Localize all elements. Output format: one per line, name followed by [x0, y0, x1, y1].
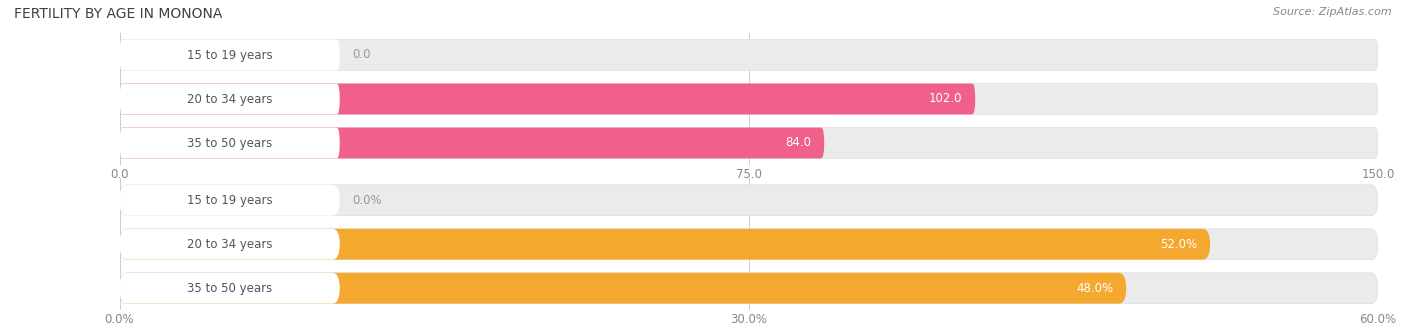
Text: 35 to 50 years: 35 to 50 years	[187, 137, 273, 149]
Text: 20 to 34 years: 20 to 34 years	[187, 238, 273, 251]
Text: 15 to 19 years: 15 to 19 years	[187, 194, 273, 207]
FancyBboxPatch shape	[120, 185, 340, 215]
Text: 15 to 19 years: 15 to 19 years	[187, 49, 273, 61]
Text: FERTILITY BY AGE IN MONONA: FERTILITY BY AGE IN MONONA	[14, 7, 222, 20]
Text: 48.0%: 48.0%	[1077, 282, 1114, 295]
FancyBboxPatch shape	[120, 229, 340, 260]
Text: 84.0: 84.0	[786, 137, 811, 149]
FancyBboxPatch shape	[120, 273, 1378, 304]
Text: 35 to 50 years: 35 to 50 years	[187, 282, 273, 295]
FancyBboxPatch shape	[120, 273, 340, 304]
FancyBboxPatch shape	[120, 83, 340, 115]
FancyBboxPatch shape	[120, 83, 1378, 115]
Text: 20 to 34 years: 20 to 34 years	[187, 92, 273, 106]
FancyBboxPatch shape	[120, 83, 976, 115]
FancyBboxPatch shape	[120, 229, 1211, 260]
FancyBboxPatch shape	[120, 40, 1378, 70]
FancyBboxPatch shape	[120, 128, 824, 158]
Text: 0.0%: 0.0%	[353, 194, 382, 207]
Text: 0.0: 0.0	[353, 49, 371, 61]
Text: Source: ZipAtlas.com: Source: ZipAtlas.com	[1274, 7, 1392, 16]
FancyBboxPatch shape	[120, 229, 1378, 260]
Text: 52.0%: 52.0%	[1160, 238, 1198, 251]
Text: 102.0: 102.0	[929, 92, 963, 106]
FancyBboxPatch shape	[120, 128, 1378, 158]
FancyBboxPatch shape	[120, 40, 340, 70]
FancyBboxPatch shape	[120, 128, 340, 158]
FancyBboxPatch shape	[120, 185, 1378, 215]
FancyBboxPatch shape	[120, 273, 1126, 304]
